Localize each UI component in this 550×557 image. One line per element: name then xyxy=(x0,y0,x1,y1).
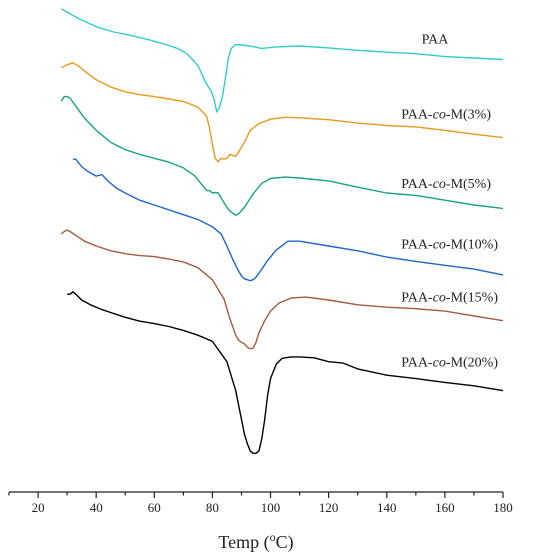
x-tick-label: 80 xyxy=(206,500,219,515)
x-tick-label: 60 xyxy=(148,500,161,515)
series-line-2 xyxy=(60,95,504,216)
series-label-4: PAA-co-M(15%) xyxy=(401,290,498,305)
series-label-0: PAA xyxy=(422,33,450,48)
series-label-3: PAA-co-M(10%) xyxy=(401,237,498,252)
series-line-5 xyxy=(67,291,504,454)
x-axis: 20 40 60 80 100 120 140 160 180 xyxy=(8,491,513,515)
series-labels-group: PAA PAA-co-M(3%) PAA-co-M(5%) PAA-co-M(10%)… xyxy=(401,33,498,371)
x-tick-label: 160 xyxy=(435,500,455,515)
series-label-1: PAA-co-M(3%) xyxy=(401,107,491,122)
x-tick-label: 20 xyxy=(32,500,45,515)
x-tick-label: 40 xyxy=(90,500,103,515)
x-axis-title: Temp (oC) xyxy=(218,530,293,553)
x-tick-label: 180 xyxy=(493,500,513,515)
x-tick-label: 100 xyxy=(261,500,281,515)
x-tick-label: 140 xyxy=(377,500,397,515)
series-label-5: PAA-co-M(20%) xyxy=(401,356,498,371)
series-line-3 xyxy=(72,158,504,282)
x-tick-label: 120 xyxy=(319,500,339,515)
series-line-0 xyxy=(60,8,504,113)
series-line-4 xyxy=(60,229,504,350)
series-label-2: PAA-co-M(5%) xyxy=(401,177,491,192)
series-line-1 xyxy=(60,62,504,163)
x-ticks-group: 20 40 60 80 100 120 140 160 180 xyxy=(8,492,513,515)
curves-group xyxy=(60,8,504,454)
